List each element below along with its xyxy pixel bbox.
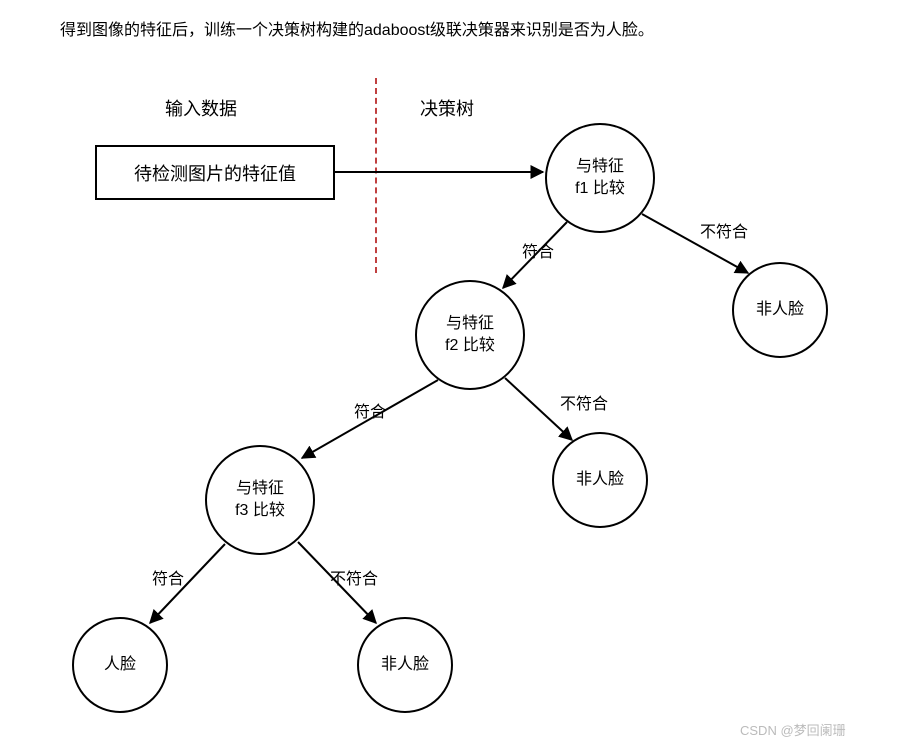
node-nf2-label: 非人脸 bbox=[576, 469, 624, 491]
node-f1: 与特征 f1 比较 bbox=[545, 123, 655, 233]
edge-f2-match: 符合 bbox=[354, 398, 386, 422]
input-section-label: 输入数据 bbox=[165, 95, 237, 121]
node-nf1: 非人脸 bbox=[732, 262, 828, 358]
node-nf2: 非人脸 bbox=[552, 432, 648, 528]
node-f3: 与特征 f3 比较 bbox=[205, 445, 315, 555]
edge-f1-nomatch: 不符合 bbox=[700, 218, 748, 242]
node-f1-line1: 与特征 bbox=[576, 156, 624, 178]
node-f2-line1: 与特征 bbox=[446, 313, 494, 335]
tree-section-label: 决策树 bbox=[420, 95, 474, 121]
node-face: 人脸 bbox=[72, 617, 168, 713]
node-f3-line1: 与特征 bbox=[236, 478, 284, 500]
node-nf3-label: 非人脸 bbox=[381, 654, 429, 676]
section-divider bbox=[375, 78, 377, 273]
edge-f1-match: 符合 bbox=[522, 238, 554, 262]
watermark: CSDN @梦回阑珊 bbox=[740, 720, 846, 739]
node-nf3: 非人脸 bbox=[357, 617, 453, 713]
input-box-text: 待检测图片的特征值 bbox=[134, 160, 296, 186]
page-caption: 得到图像的特征后，训练一个决策树构建的adaboost级联决策器来识别是否为人脸… bbox=[60, 16, 654, 40]
node-f2: 与特征 f2 比较 bbox=[415, 280, 525, 390]
node-face-label: 人脸 bbox=[104, 654, 136, 676]
node-f2-line2: f2 比较 bbox=[445, 335, 495, 357]
edge-f3-nomatch: 不符合 bbox=[330, 565, 378, 589]
node-f1-line2: f1 比较 bbox=[575, 178, 625, 200]
node-f3-line2: f3 比较 bbox=[235, 500, 285, 522]
edge-f2-nomatch: 不符合 bbox=[560, 390, 608, 414]
edge-f3-match: 符合 bbox=[152, 565, 184, 589]
input-data-box: 待检测图片的特征值 bbox=[95, 145, 335, 200]
node-nf1-label: 非人脸 bbox=[756, 299, 804, 321]
